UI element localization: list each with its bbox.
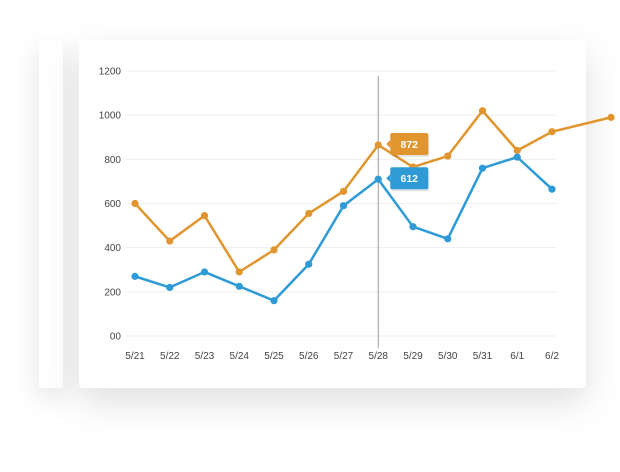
x-tick-label: 5/23 [195, 351, 215, 362]
x-axis: 5/21 5/22 5/23 5/24 5/25 5/26 5/27 5/28 5/29 5/30… [125, 351, 559, 362]
series-line-1 [133, 155, 554, 302]
y-tick-label: 200 [104, 287, 121, 298]
data-point[interactable] [478, 164, 487, 172]
data-point[interactable] [374, 175, 382, 183]
y-tick-label: 00 [110, 332, 122, 343]
x-tick-label: 5/28 [369, 351, 389, 362]
data-point[interactable] [200, 212, 209, 220]
y-tick-label: 800 [104, 155, 121, 166]
data-point[interactable] [166, 237, 174, 245]
data-point[interactable] [548, 128, 556, 136]
data-point[interactable] [548, 185, 556, 193]
x-tick-label: 5/21 [125, 351, 145, 362]
tooltip-box [390, 132, 429, 155]
data-point[interactable] [409, 223, 417, 231]
series-group [131, 107, 615, 305]
x-tick-label: 5/29 [403, 351, 423, 362]
x-tick-label: 5/24 [230, 351, 250, 362]
x-tick-label: 6/1 [510, 351, 524, 362]
tooltip-pointer [386, 174, 391, 183]
data-point[interactable] [339, 202, 348, 210]
chart-card [79, 40, 586, 388]
data-point[interactable] [131, 199, 139, 208]
data-point[interactable] [339, 187, 348, 195]
y-tick-label: 1200 [99, 67, 122, 78]
data-point[interactable] [166, 283, 174, 292]
y-tick-label: 400 [104, 243, 121, 254]
side-panel [39, 40, 63, 388]
y-axis: 00 200 400 600 800 1000 1200 [99, 67, 122, 343]
x-tick-label: 5/22 [160, 351, 180, 362]
tooltip-1: 612 [386, 167, 430, 192]
x-tick-label: 5/25 [264, 351, 284, 362]
tooltip-box [390, 167, 429, 190]
data-point[interactable] [513, 146, 521, 155]
data-point[interactable] [374, 141, 382, 149]
tooltip-value: 612 [400, 173, 418, 185]
data-point[interactable] [235, 282, 243, 290]
data-point[interactable] [200, 268, 209, 276]
x-tick-label: 6/2 [545, 351, 559, 362]
y-tick-label: 1000 [99, 111, 122, 122]
data-point[interactable] [478, 107, 487, 115]
data-point[interactable] [513, 153, 521, 161]
y-tick-label: 600 [104, 199, 121, 210]
data-point[interactable] [235, 268, 243, 276]
data-point[interactable] [305, 209, 313, 218]
x-tick-label: 5/30 [438, 351, 458, 362]
x-tick-label: 5/27 [334, 351, 354, 362]
data-point[interactable] [270, 297, 278, 305]
x-tick-label: 5/31 [473, 351, 493, 362]
tooltip-pointer [386, 139, 391, 148]
data-point[interactable] [444, 235, 452, 243]
series-line-0 [133, 109, 613, 274]
grid-lines [126, 70, 556, 337]
data-point[interactable] [607, 113, 615, 121]
data-point[interactable] [270, 246, 278, 254]
x-tick-label: 5/26 [299, 351, 319, 362]
tooltip-value: 872 [400, 139, 418, 151]
data-point[interactable] [131, 272, 139, 280]
tooltips-group: 872 612 [386, 132, 430, 192]
tooltip-0: 872 [386, 132, 430, 157]
data-point[interactable] [444, 152, 452, 160]
data-point[interactable] [305, 260, 313, 268]
